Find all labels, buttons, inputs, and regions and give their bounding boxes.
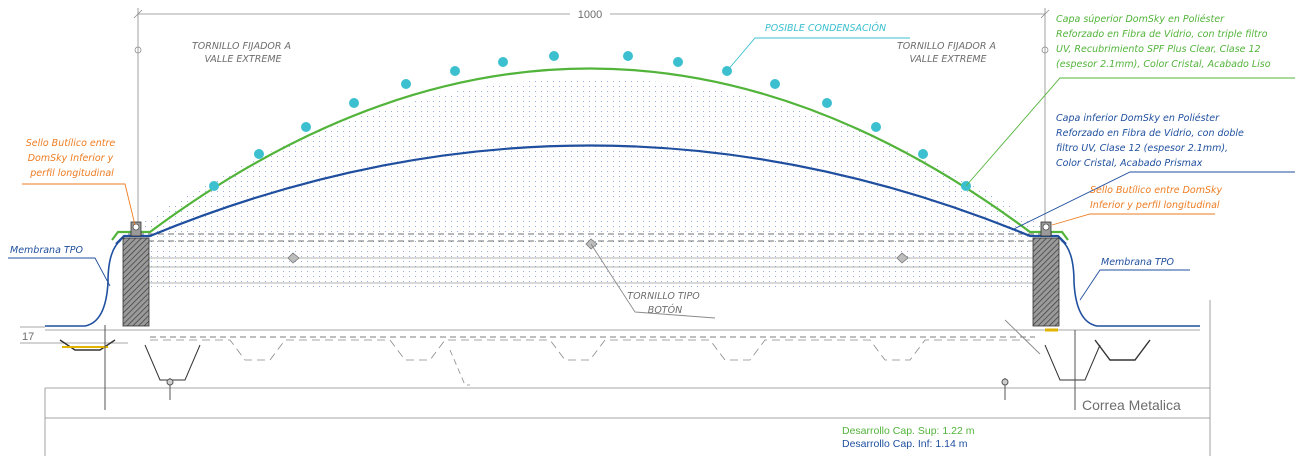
seal-label-right: Sello Butílico entre DomSky Inferior y p… <box>1090 185 1225 211</box>
dev-upper-label: Desarrollo Cap. Sup: 1.22 m <box>842 425 975 437</box>
seal-label-left: Sello Butílico entre DomSky Inferior y p… <box>26 138 119 179</box>
membrane-label-right: Membrana TPO <box>1101 257 1174 268</box>
upper-layer-label: Capa súperior DomSky en Poliéster Reforz… <box>1056 14 1271 70</box>
purlin-label: Correa Metalica <box>1082 397 1181 413</box>
membrane-right-curve <box>1061 240 1200 326</box>
dev-lower-label: Desarrollo Cap. Inf: 1.14 m <box>842 438 968 450</box>
condensation-label: POSIBLE CONDENSACIÓN <box>765 22 886 34</box>
lower-layer-label: Capa inferior DomSky en Poliéster Reforz… <box>1056 113 1247 169</box>
screw-label-left: TORNILLO FIJADOR A VALLE EXTREME <box>192 41 294 65</box>
membrane-label-left: Membrana TPO <box>10 245 83 256</box>
left-post <box>123 222 149 326</box>
fasteners <box>105 325 1075 410</box>
screw-label-right: TORNILLO FIJADOR A VALLE EXTREME <box>897 41 999 65</box>
roof-deck <box>20 300 1210 456</box>
right-post <box>1033 222 1059 326</box>
dimension-1000-label: 1000 <box>578 9 602 21</box>
dimension-17-label: 17 <box>22 331 34 343</box>
